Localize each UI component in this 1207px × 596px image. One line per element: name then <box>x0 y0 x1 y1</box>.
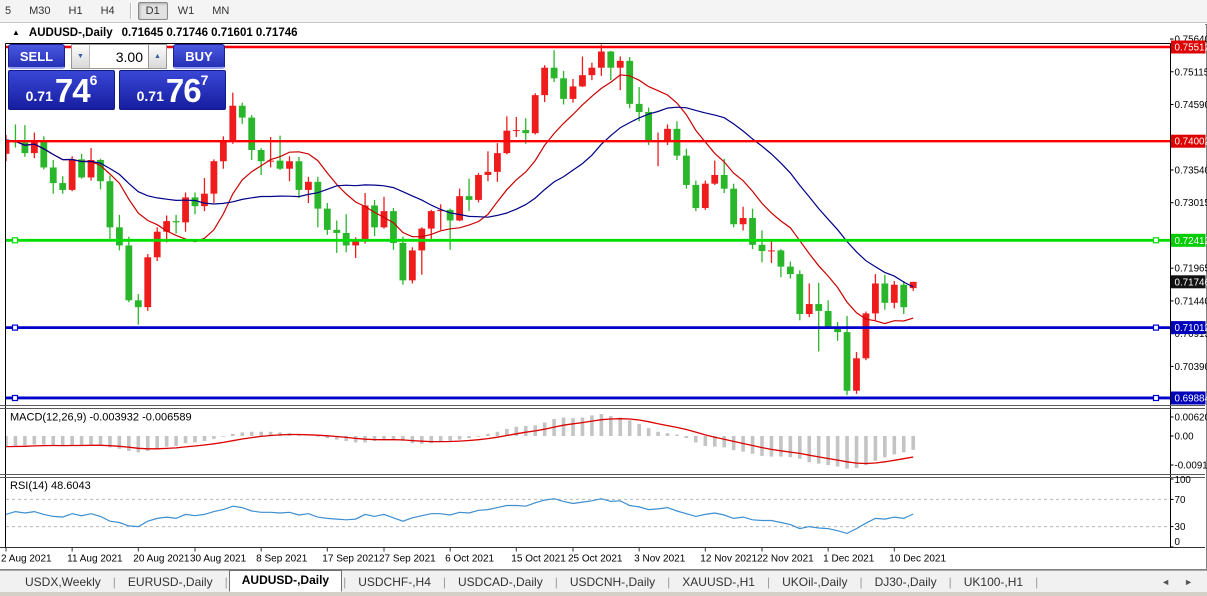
chart-tab-audusd-daily[interactable]: AUDUSD-,Daily <box>228 570 343 592</box>
svg-text:0.75640: 0.75640 <box>1175 35 1207 46</box>
volume-stepper-down[interactable]: ▼ <box>71 44 89 69</box>
tab-separator: | <box>112 575 116 589</box>
sell-price-prefix: 0.71 <box>25 88 53 104</box>
tab-scroll-right-icon[interactable]: ► <box>1184 576 1193 587</box>
timeframe-button-h1[interactable]: H1 <box>68 5 83 17</box>
timeframe-button-mn[interactable]: MN <box>212 5 230 17</box>
svg-text:70: 70 <box>1175 495 1186 506</box>
buy-price-prefix: 0.71 <box>136 88 164 104</box>
svg-text:0.72412: 0.72412 <box>1175 236 1207 247</box>
svg-text:0.69884: 0.69884 <box>1175 393 1207 404</box>
svg-text:0.74590: 0.74590 <box>1175 100 1207 111</box>
svg-text:0.75512: 0.75512 <box>1175 43 1207 54</box>
chart-tab-uk100-h1[interactable]: UK100-,H1 <box>963 575 1024 589</box>
tab-separator: | <box>442 575 447 589</box>
svg-text:0.71440: 0.71440 <box>1175 296 1207 307</box>
timeframe-button-5[interactable]: 5 <box>5 5 12 17</box>
svg-text:30: 30 <box>1175 522 1186 533</box>
tab-scroll-arrows: ◄ ► <box>1161 577 1207 587</box>
svg-text:20 Aug 2021: 20 Aug 2021 <box>133 554 190 565</box>
svg-text:30 Aug 2021: 30 Aug 2021 <box>190 554 247 565</box>
chart-collapse-icon[interactable]: ▲ <box>12 27 20 37</box>
chart-tab-xauusd-h1[interactable]: XAUUSD-,H1 <box>682 575 755 589</box>
svg-text:15 Oct 2021: 15 Oct 2021 <box>511 554 566 565</box>
tab-separator: | <box>948 575 952 589</box>
buy-price-display[interactable]: 0.71 76 7 <box>119 70 226 110</box>
tab-separator: | <box>343 575 347 589</box>
svg-text:0.006201: 0.006201 <box>1175 413 1207 424</box>
chart-symbol-title: AUDUSD-,Daily <box>28 27 113 39</box>
statusbar-strip <box>0 592 1207 596</box>
timeframe-button-d1[interactable]: D1 <box>137 2 168 20</box>
svg-text:2 Aug 2021: 2 Aug 2021 <box>1 554 52 565</box>
svg-text:100: 100 <box>1175 475 1192 486</box>
svg-text:0.73540: 0.73540 <box>1175 165 1207 176</box>
sell-price-display[interactable]: 0.71 74 6 <box>8 70 115 110</box>
chart-tab-ukoil-daily[interactable]: UKOil-,Daily <box>782 575 848 589</box>
chart-tab-usdcad-daily[interactable]: USDCAD-,Daily <box>458 575 543 589</box>
timeframe-button-m30[interactable]: M30 <box>29 5 51 17</box>
svg-text:25 Oct 2021: 25 Oct 2021 <box>568 554 623 565</box>
chart-tab-dj30-daily[interactable]: DJ30-,Daily <box>874 575 937 589</box>
buy-price-pip: 7 <box>200 72 209 88</box>
volume-input[interactable] <box>89 44 149 69</box>
svg-text:22 Nov 2021: 22 Nov 2021 <box>757 554 814 565</box>
timeframe-button-h4[interactable]: H4 <box>100 5 115 17</box>
svg-text:0.70915: 0.70915 <box>1175 329 1207 340</box>
tab-separator: | <box>554 575 558 589</box>
svg-text:0.74002: 0.74002 <box>1175 137 1207 148</box>
svg-text:-0.00919: -0.00919 <box>1175 461 1207 472</box>
chart-tab-usdchf-h4[interactable]: USDCHF-,H4 <box>358 575 431 589</box>
svg-text:0.00: 0.00 <box>1175 432 1195 443</box>
tab-separator: | <box>667 575 671 589</box>
svg-text:0: 0 <box>1175 537 1181 548</box>
sell-button[interactable]: SELL <box>8 44 65 69</box>
svg-text:11 Aug 2021: 11 Aug 2021 <box>67 554 123 565</box>
svg-text:12 Nov 2021: 12 Nov 2021 <box>700 554 757 565</box>
svg-text:0.71012: 0.71012 <box>1175 323 1207 334</box>
svg-text:17 Sep 2021: 17 Sep 2021 <box>322 554 379 565</box>
svg-text:MACD(12,26,9) -0.003932 -0.006: MACD(12,26,9) -0.003932 -0.006589 <box>10 412 192 424</box>
buy-button[interactable]: BUY <box>173 44 225 69</box>
tab-scroll-left-icon[interactable]: ◄ <box>1161 576 1171 587</box>
buy-price-big: 76 <box>165 72 202 109</box>
tab-separator: | <box>1035 575 1039 589</box>
svg-text:0.71746: 0.71746 <box>1175 277 1207 288</box>
chart-ohlc-values: 0.71645 0.71746 0.71601 0.71746 <box>121 27 298 39</box>
svg-text:0.73015: 0.73015 <box>1175 198 1207 209</box>
toolbar-separator <box>129 3 131 19</box>
timeframe-button-w1[interactable]: W1 <box>177 5 195 17</box>
svg-text:0.71965: 0.71965 <box>1175 264 1207 275</box>
tab-separator: | <box>859 575 863 589</box>
svg-text:0.75115: 0.75115 <box>1175 67 1207 78</box>
svg-text:0.70390: 0.70390 <box>1175 362 1207 373</box>
svg-text:RSI(14) 48.6043: RSI(14) 48.6043 <box>10 480 91 492</box>
chart-tab-usdx-weekly[interactable]: USDX,Weekly <box>25 575 101 589</box>
svg-text:1 Dec 2021: 1 Dec 2021 <box>823 554 875 565</box>
svg-text:8 Sep 2021: 8 Sep 2021 <box>256 554 308 565</box>
sell-price-pip: 6 <box>89 72 98 88</box>
svg-text:27 Sep 2021: 27 Sep 2021 <box>379 554 436 565</box>
timeframe-toolbar: 5 M30 H1 H4 D1 W1 MN <box>0 0 1207 23</box>
chart-title-bar: ▲ AUDUSD-,Daily 0.71645 0.71746 0.71601 … <box>12 27 298 39</box>
chart-tab-usdcnh-daily[interactable]: USDCNH-,Daily <box>569 575 656 589</box>
one-click-trading-panel: SELL ▼ ▲ BUY 0.71 74 6 0.71 76 7 <box>8 44 230 110</box>
svg-text:3 Nov 2021: 3 Nov 2021 <box>634 554 686 565</box>
svg-text:6 Oct 2021: 6 Oct 2021 <box>445 554 494 565</box>
volume-stepper-up[interactable]: ▲ <box>149 44 167 69</box>
tab-separator: | <box>766 575 771 589</box>
symbol-tabbar: USDX,Weekly | EURUSD-,Daily | AUDUSD-,Daily |… <box>0 570 1207 592</box>
tab-separator: | <box>224 575 228 589</box>
chart-tab-eurusd-daily[interactable]: EURUSD-,Daily <box>127 575 213 589</box>
sell-price-big: 74 <box>54 72 91 109</box>
svg-text:10 Dec 2021: 10 Dec 2021 <box>889 554 946 565</box>
